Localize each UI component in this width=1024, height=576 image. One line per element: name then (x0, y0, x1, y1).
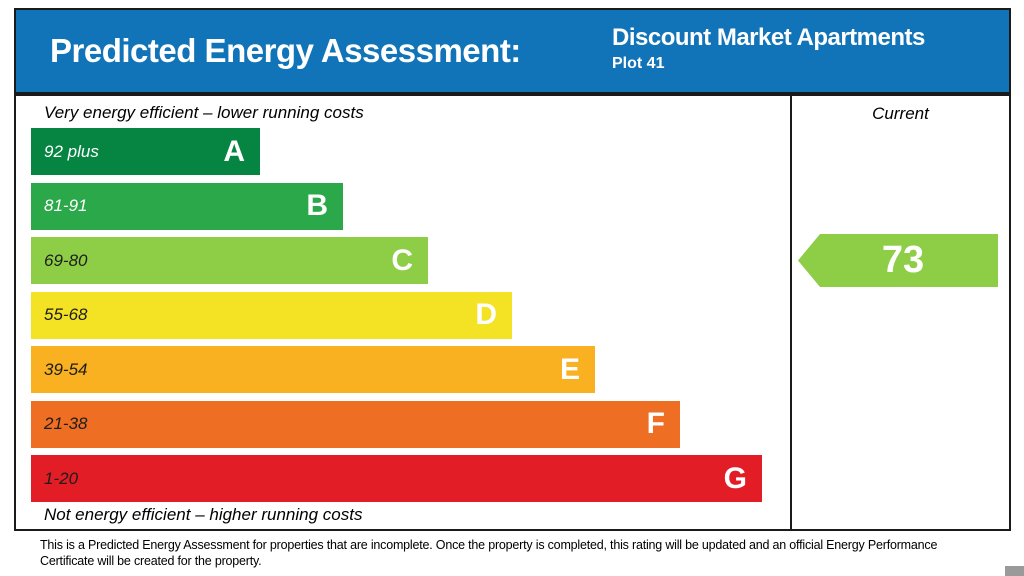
energy-band-row: 39-54 E (31, 346, 595, 393)
energy-band-row: 55-68 D (31, 291, 512, 339)
band-range-label: 39-54 (44, 359, 88, 379)
property-plot: Plot 41 (612, 54, 665, 72)
energy-band-row: 92 plus A (31, 128, 260, 175)
corner-artifact (1005, 566, 1024, 576)
band-range-label: 55-68 (44, 305, 88, 324)
current-column-header: Current (872, 104, 929, 123)
band-letter: B (306, 189, 328, 222)
band-letter: D (475, 298, 497, 331)
band-letter: F (646, 407, 665, 440)
property-info: Discount Market Apartments Plot 41 (612, 24, 925, 73)
energy-band-row: 81-91 B (31, 182, 343, 230)
energy-band-row: 1-20 G (31, 455, 762, 502)
band-letter: G (723, 461, 747, 495)
energy-band-row: 69-80 C (31, 237, 428, 284)
energy-band-row: 21-38 F (31, 400, 680, 448)
current-rating-value: 73 (881, 239, 925, 281)
page-title: Predicted Energy Assessment: (50, 32, 521, 69)
band-range-label: 92 plus (44, 141, 99, 161)
disclaimer-text: This is a Predicted Energy Assessment fo… (40, 537, 990, 569)
disclaimer-line: This is a Predicted Energy Assessment fo… (40, 538, 938, 552)
band-letter: A (223, 134, 245, 168)
band-range-label: 21-38 (44, 414, 88, 433)
band-letter: C (391, 243, 413, 277)
bottom-efficiency-note: Not energy efficient – higher running co… (44, 505, 363, 524)
current-rating-arrow: 73 (798, 234, 998, 287)
property-name: Discount Market Apartments (612, 24, 925, 51)
band-range-label: 69-80 (44, 250, 88, 270)
header-banner: Predicted Energy Assessment: Discount Ma… (14, 8, 1011, 94)
band-range-label: 81-91 (44, 196, 88, 215)
band-range-label: 1-20 (44, 468, 79, 488)
disclaimer-line: Certificate will be created for the prop… (40, 554, 262, 568)
energy-rating-chart: Very energy efficient – lower running co… (14, 94, 1011, 531)
column-divider (790, 96, 792, 529)
top-efficiency-note: Very energy efficient – lower running co… (44, 103, 364, 122)
band-letter: E (559, 352, 580, 386)
